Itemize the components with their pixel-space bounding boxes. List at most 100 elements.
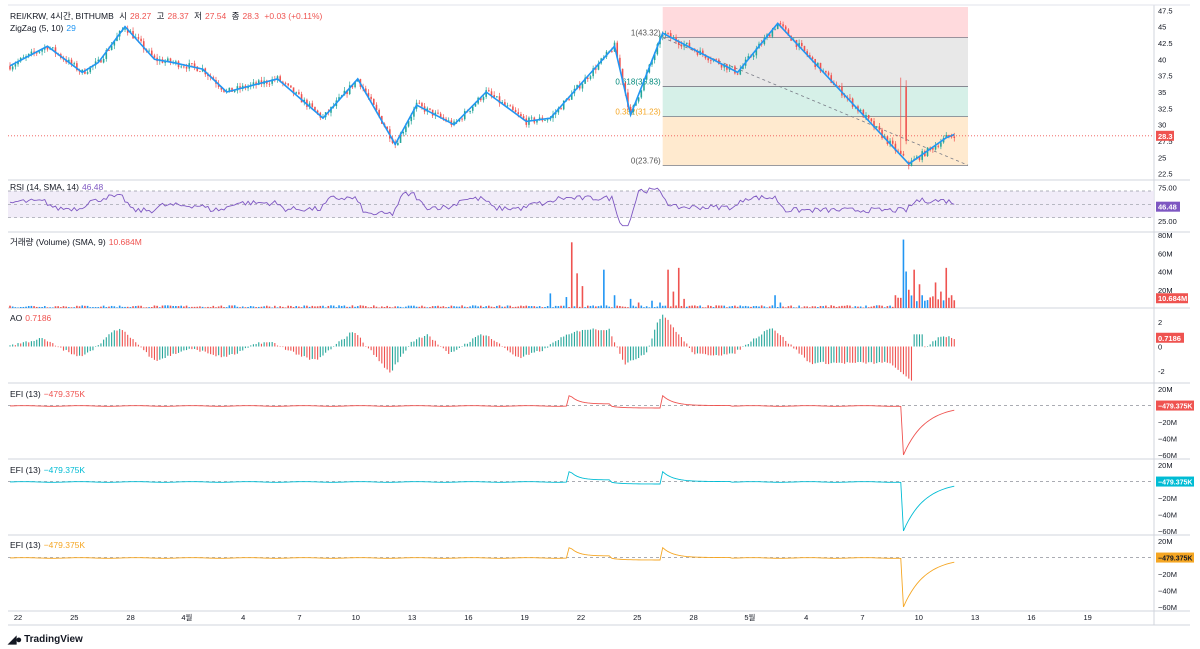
volume-bar: [437, 305, 439, 308]
ao-bar: [806, 346, 808, 362]
ao-bar: [801, 346, 803, 355]
ao-bar: [721, 346, 723, 356]
fib-level-label: 0(23.76): [631, 156, 661, 165]
ao-bar: [244, 346, 246, 349]
candle-body: [918, 156, 921, 160]
fib-band: [662, 86, 968, 117]
ao-bar: [60, 346, 62, 348]
ao-bar: [528, 346, 530, 355]
volume-bar: [292, 307, 295, 308]
ao-bar: [319, 346, 321, 358]
volume-bar: [46, 307, 49, 308]
candle-body: [153, 55, 156, 58]
ao-bar: [30, 341, 32, 347]
ao-bar: [678, 334, 680, 347]
candle-body: [308, 103, 311, 107]
ao-bar: [809, 346, 811, 363]
ao-bar: [498, 343, 501, 347]
ao-bar: [335, 343, 337, 347]
efi-tick-label: −40M: [1158, 510, 1177, 519]
candle-body: [116, 36, 118, 42]
candle-body: [185, 66, 188, 69]
price-tick-label: 40: [1158, 55, 1166, 64]
ao-bar: [549, 344, 551, 347]
candle-body: [878, 126, 881, 130]
volume-bar: [362, 305, 364, 308]
volume-bar: [549, 293, 552, 308]
volume-bar: [257, 306, 260, 308]
volume-bar: [731, 306, 734, 308]
ao-bar: [771, 328, 773, 347]
volume-bar: [389, 306, 391, 308]
candle-body: [84, 69, 86, 74]
candle-body: [635, 101, 637, 106]
ao-bar: [223, 346, 225, 357]
volume-bar: [736, 306, 739, 308]
time-tick-label: 4: [804, 613, 808, 622]
zigzag-label: ZigZag (5, 10): [10, 23, 64, 33]
volume-bar: [653, 307, 656, 308]
ao-bar: [787, 343, 789, 347]
volume-bar: [504, 306, 506, 308]
volume-bar: [191, 306, 193, 308]
efi-tick-label: −60M: [1158, 527, 1177, 536]
volume-bar: [496, 305, 498, 308]
candle-body: [624, 82, 627, 93]
volume-bar: [9, 305, 11, 308]
ao-bar: [884, 346, 886, 362]
volume-bar: [806, 306, 808, 308]
candle-body: [576, 84, 578, 89]
candle-body: [418, 102, 421, 104]
candle-body: [643, 79, 645, 91]
ao-bar: [202, 346, 204, 351]
volume-bar: [375, 306, 378, 308]
ao-bar: [539, 346, 541, 352]
ao-bar: [854, 346, 856, 363]
volume-bar: [469, 306, 471, 308]
candle-body: [191, 63, 193, 64]
ao-bar: [119, 328, 121, 347]
candle-body: [33, 51, 35, 53]
candle-body: [899, 150, 902, 154]
volume-bar: [873, 305, 875, 308]
candle-body: [482, 96, 485, 101]
ao-bar: [386, 346, 388, 370]
volume-bar: [857, 306, 859, 308]
volume-bar: [918, 284, 921, 308]
rsi-value-label: 46.48: [1158, 203, 1177, 212]
candle-body: [731, 66, 734, 68]
volume-bar: [608, 306, 610, 308]
volume-bar: [300, 307, 303, 308]
ao-bar: [287, 346, 289, 351]
ao-bar: [622, 346, 624, 360]
ao-bar: [33, 340, 35, 347]
volume-bar: [169, 305, 172, 308]
volume-bar: [627, 307, 629, 308]
ao-bar: [600, 330, 602, 347]
volume-bar: [172, 305, 174, 308]
time-tick-label: 13: [971, 613, 979, 622]
volume-bar: [734, 305, 736, 308]
tradingview-logo[interactable]: ◢● TradingView: [8, 633, 83, 646]
candle-body: [140, 38, 142, 42]
volume-bar: [635, 306, 637, 308]
ao-bar: [493, 340, 495, 347]
volume-bar: [330, 305, 332, 308]
ao-bar: [704, 346, 707, 355]
ao-bar: [274, 343, 276, 347]
volume-bar: [113, 306, 116, 308]
candle-body: [865, 115, 867, 118]
close-value: 28.3: [242, 11, 260, 21]
ao-bar: [464, 343, 466, 347]
volume-bar: [295, 305, 298, 308]
candle-body: [233, 90, 236, 92]
ao-bar: [857, 346, 859, 363]
volume-bar: [471, 305, 474, 308]
volume-bar: [640, 305, 643, 308]
volume-bar: [134, 306, 137, 308]
ao-bar: [242, 346, 244, 351]
time-tick-label: 10: [352, 613, 360, 622]
candle-body: [873, 121, 875, 128]
candle-body: [493, 95, 495, 98]
